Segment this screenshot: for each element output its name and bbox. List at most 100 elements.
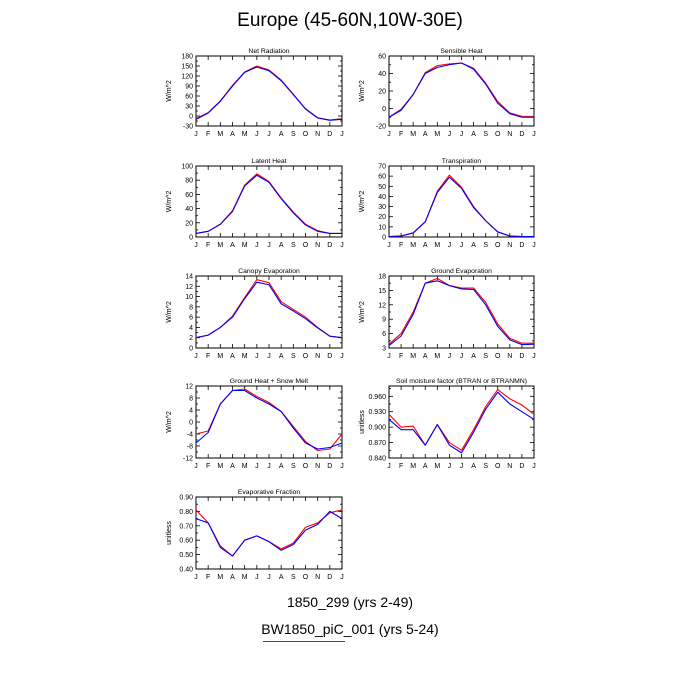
x-tick-label: A [423,353,428,360]
x-tick-label: J [532,242,536,249]
x-tick-label: O [303,574,309,581]
series-line-blue [195,281,343,339]
y-tick-label: 120 [181,74,193,81]
x-tick-label: S [291,353,296,360]
x-tick-label: S [483,463,488,470]
x-tick-label: O [303,353,309,360]
y-tick-label: 0.930 [368,409,386,416]
y-tick-label: 15 [378,288,386,295]
panel-title: Sensible Heat [440,48,482,55]
x-tick-label: F [206,574,210,581]
x-tick-label: J [340,574,344,581]
y-tick-label: 180 [181,54,193,61]
x-tick-label: J [267,242,271,249]
y-tick-label: 0 [189,235,193,242]
y-tick-label: 150 [181,64,193,71]
x-tick-label: J [194,131,198,138]
x-tick-label: D [519,463,524,470]
x-tick-label: J [267,463,271,470]
x-tick-label: A [279,353,284,360]
y-tick-label: -20 [376,124,386,131]
x-tick-label: J [255,131,259,138]
y-tick-label: 60 [378,174,386,181]
series-line-red [388,277,534,345]
x-tick-label: J [387,131,391,138]
legend-entry-1: 1850_299 (yrs 2-49) [286,594,414,610]
x-tick-label: F [399,131,403,138]
x-tick-label: J [255,463,259,470]
plot-frame [195,385,343,459]
x-tick-label: N [315,131,320,138]
y-tick-label: 30 [185,104,193,111]
y-tick-label: 0 [382,235,386,242]
y-tick-label: 10 [185,294,193,301]
x-tick-label: D [327,131,332,138]
x-tick-label: N [507,463,512,470]
x-tick-label: J [194,463,198,470]
y-tick-label: 2 [189,335,193,342]
panel-title: Net Radiation [248,48,289,55]
x-tick-label: M [242,463,248,470]
plot-frame [388,385,535,459]
series-line-blue [195,510,343,557]
panel-title: Evaporative Fraction [238,489,301,496]
x-tick-label: A [230,242,235,249]
y-tick-label: 8 [189,396,193,403]
series-line-red [195,509,343,557]
x-tick-label: N [315,242,320,249]
x-tick-label: A [423,463,428,470]
panel-9: Evaporative Fraction unitless 0.40 0.50 0.60… [166,489,344,581]
y-tick-label: 50 [378,184,386,191]
series-line-blue [195,174,342,234]
x-tick-label: A [279,131,284,138]
x-tick-label: S [483,131,488,138]
panel-title: Ground Heat + Snow Melt [230,378,309,385]
x-tick-label: M [434,242,440,249]
panel-title: Canopy Evaporation [238,268,300,275]
y-tick-label: -12 [183,456,193,463]
x-tick-label: M [217,574,223,581]
x-tick-label: M [217,353,223,360]
y-tick-label: 0.960 [368,394,386,401]
figure-title: Europe (45-60N,10W-30E) [237,10,463,31]
y-tick-label: 30 [378,204,386,211]
y-axis-label: W/m^2 [166,191,173,213]
x-tick-label: M [242,131,248,138]
x-tick-label: A [471,131,476,138]
panel-7: Ground Heat + Snow Melt W/m^2 -12 -8 -4 0 4 8 12… [166,378,344,470]
y-tick-label: 60 [378,54,386,61]
y-tick-label: 18 [378,274,386,281]
x-tick-label: J [194,574,198,581]
x-tick-label: O [303,131,309,138]
x-tick-label: A [471,353,476,360]
y-tick-label: 0.840 [368,456,386,463]
x-tick-label: M [434,131,440,138]
x-tick-label: M [410,353,416,360]
y-tick-label: -4 [187,432,193,439]
series-line-blue [388,391,535,454]
x-tick-label: J [267,131,271,138]
y-axis-label: W/m^2 [166,80,173,102]
panel-title: Soil moisture factor (BTRAN or BTRANMN) [396,378,527,385]
y-axis-label: unitless [166,521,173,545]
x-tick-label: O [303,463,309,470]
x-tick-label: J [194,353,198,360]
x-tick-label: J [387,463,391,470]
y-tick-label: 100 [181,164,193,171]
y-tick-label: 60 [185,192,193,199]
y-tick-label: 0 [189,420,193,427]
y-tick-label: 0.40 [179,567,193,574]
x-tick-label: O [495,353,501,360]
x-tick-label: A [423,242,428,249]
x-tick-label: F [206,242,210,249]
x-tick-label: J [460,131,464,138]
x-tick-label: S [291,574,296,581]
plot-frame [195,275,343,349]
y-tick-label: 0 [189,346,193,353]
x-tick-label: S [291,463,296,470]
x-tick-label: S [291,131,296,138]
x-tick-label: M [242,353,248,360]
